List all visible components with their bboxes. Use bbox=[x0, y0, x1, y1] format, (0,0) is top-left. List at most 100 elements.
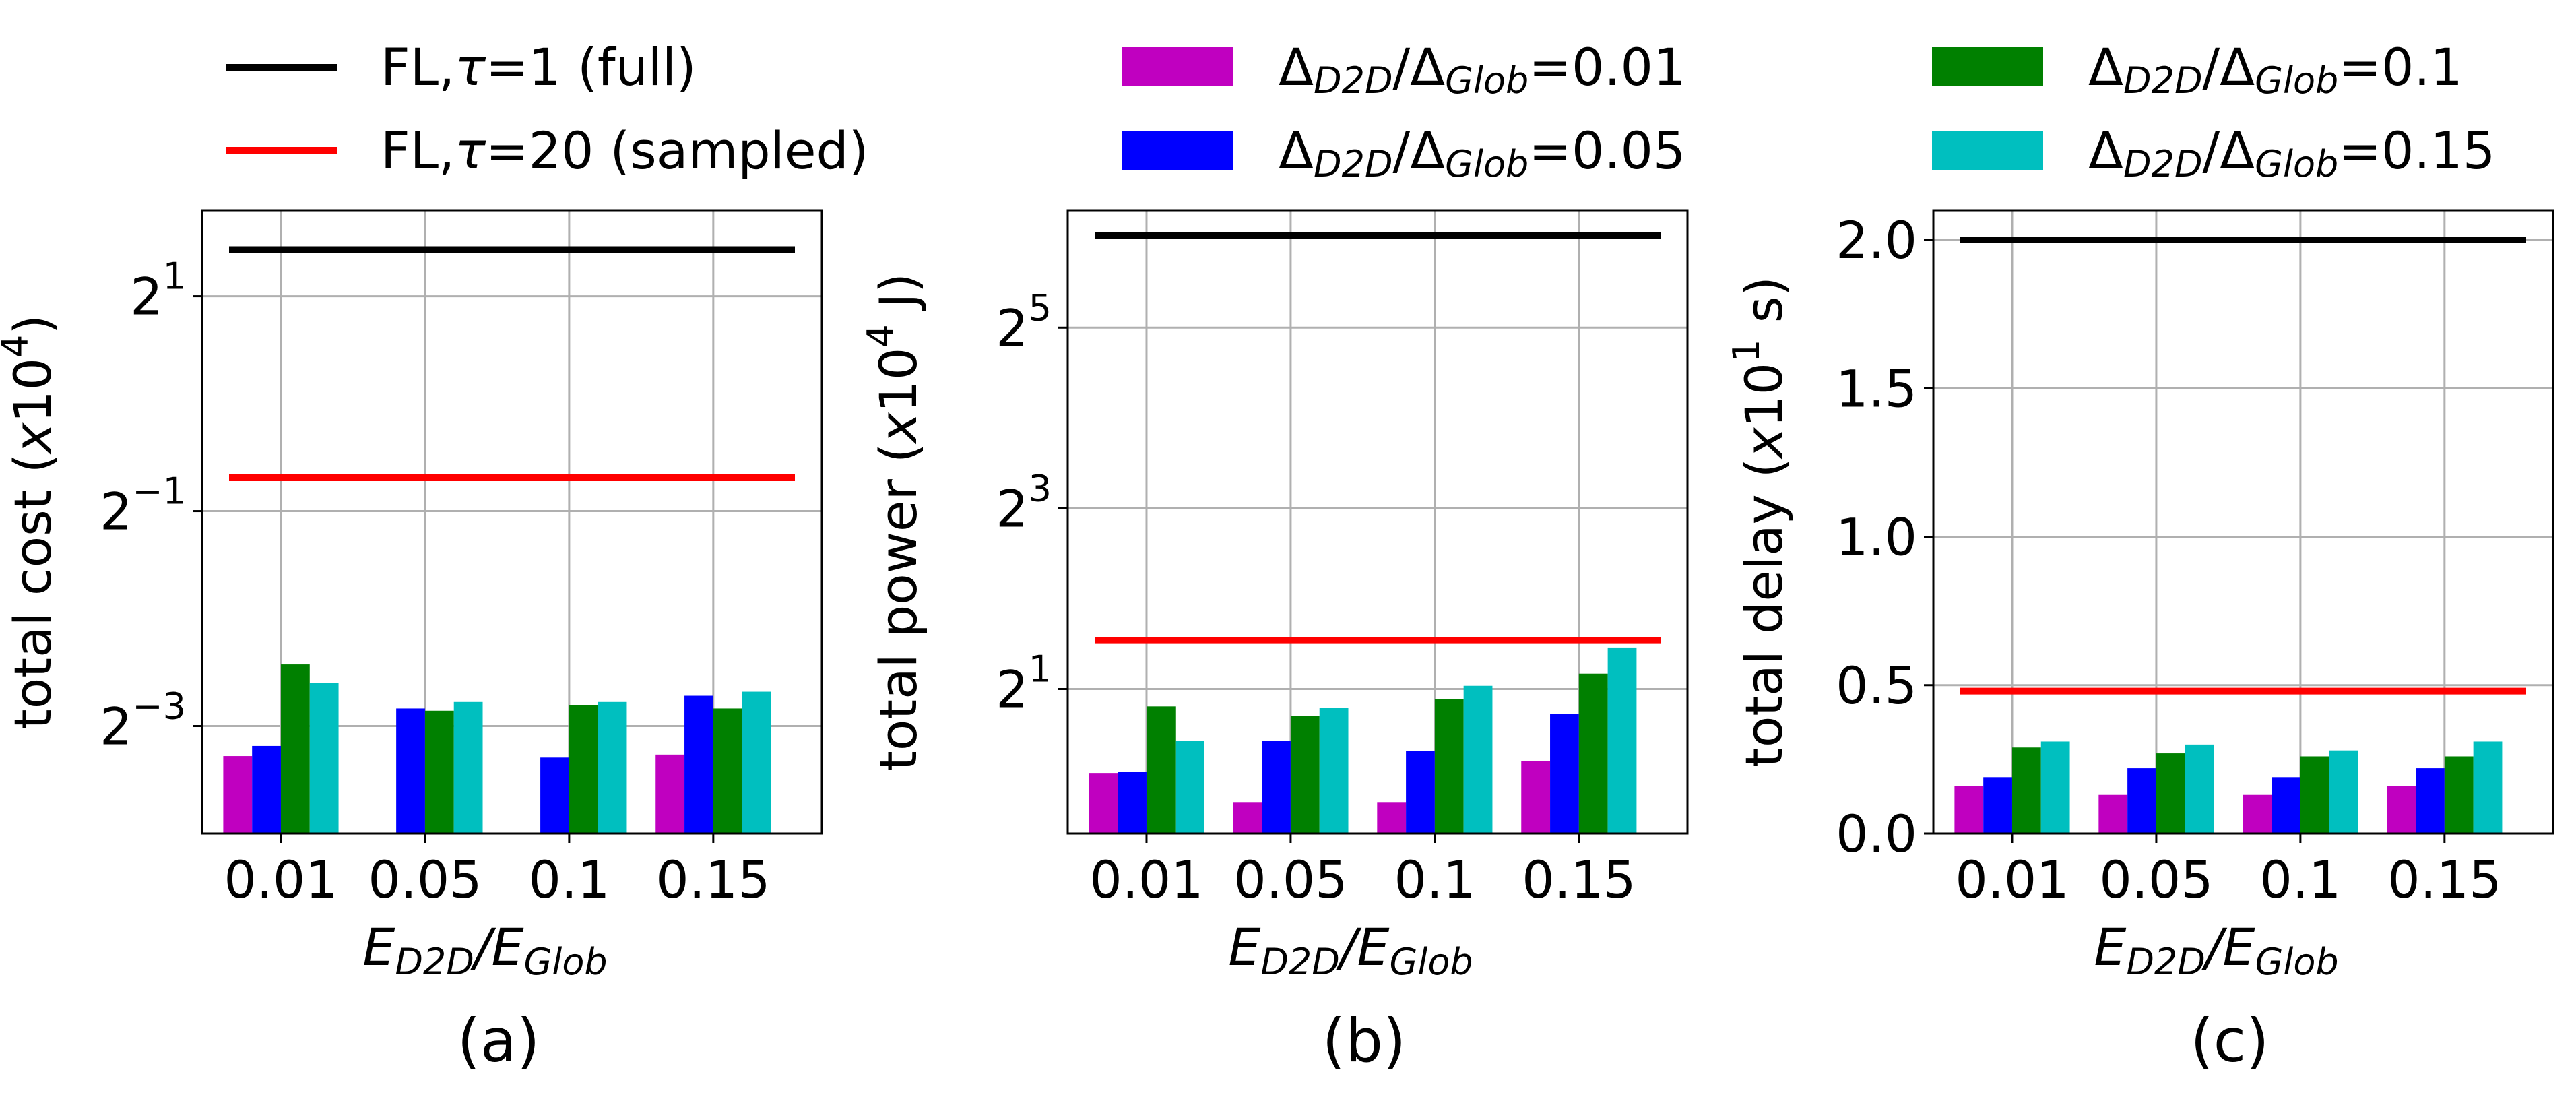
chart-panel-3: 0.0 0.5 1.0 1.5 2.0 0.01 0.05 0.1 0.15 ED2D/EGlob… bbox=[1725, 209, 2554, 1075]
bar bbox=[655, 754, 685, 834]
plot-frame bbox=[201, 209, 823, 835]
bar bbox=[1983, 777, 2012, 834]
bar bbox=[2127, 768, 2156, 834]
x-tick-label: 0.05 bbox=[2099, 850, 2213, 910]
bar bbox=[598, 701, 627, 834]
y-tick-label: 23 bbox=[996, 467, 1052, 538]
y-axis-label: total delay (x101 s) bbox=[1725, 276, 1794, 767]
y-tick-label: 2−3 bbox=[100, 685, 186, 757]
bar bbox=[223, 756, 253, 834]
legend-entry-sampled: FL,τ=20 (sampled) bbox=[226, 121, 868, 181]
x-axis-label: ED2D/EGlob bbox=[362, 917, 607, 983]
legend-label-delta-0.01: ΔD2D/ΔGlob=0.01 bbox=[1279, 37, 1685, 102]
x-tick-label: 0.15 bbox=[1522, 850, 1636, 910]
y-tick-label: 21 bbox=[996, 648, 1052, 720]
bar bbox=[713, 708, 742, 834]
bar bbox=[2098, 794, 2128, 834]
bar bbox=[2272, 777, 2300, 834]
bar bbox=[1406, 751, 1435, 834]
bar bbox=[1089, 773, 1118, 834]
bar bbox=[1146, 706, 1176, 834]
y-tick-label: 1.5 bbox=[1836, 358, 1917, 418]
chart-panel-1: 21 2−1 2−3 0.01 0.05 0.1 0.15 ED2D/EGlob total c… bbox=[0, 209, 823, 1075]
x-tick-label: 0.15 bbox=[2387, 850, 2501, 910]
x-tick-label: 0.15 bbox=[656, 850, 770, 910]
legend-entry-delta-0.01: ΔD2D/ΔGlob=0.01 bbox=[1122, 37, 1685, 102]
bar bbox=[424, 710, 454, 834]
legend-label-sampled: FL,τ=20 (sampled) bbox=[381, 121, 868, 181]
legend-entry-full: FL,τ=1 (full) bbox=[226, 37, 697, 97]
legend-label-delta-0.05: ΔD2D/ΔGlob=0.05 bbox=[1279, 121, 1685, 185]
bar bbox=[1578, 673, 1608, 834]
bar bbox=[742, 691, 771, 834]
bar bbox=[1954, 786, 1984, 834]
legend-swatch-delta-0.05 bbox=[1122, 131, 1233, 170]
y-tick-label: 21 bbox=[130, 255, 186, 327]
legend-swatch-delta-0.15 bbox=[1932, 131, 2043, 170]
x-tick-label: 0.01 bbox=[224, 850, 337, 910]
x-tick-label: 0.01 bbox=[1955, 850, 2069, 910]
y-tick-label: 2−1 bbox=[100, 470, 186, 542]
y-axis-label: total power (x104 J) bbox=[860, 273, 928, 771]
bar bbox=[1463, 685, 1493, 834]
panel-label: (a) bbox=[457, 1006, 540, 1075]
bar bbox=[1319, 708, 1349, 834]
legend-entry-delta-0.15: ΔD2D/ΔGlob=0.15 bbox=[1932, 121, 2495, 185]
chart-panels: 21 2−1 2−3 0.01 0.05 0.1 0.15 ED2D/EGlob total c… bbox=[0, 209, 2554, 1075]
x-tick-label: 0.01 bbox=[1089, 850, 1203, 910]
legend: FL,τ=1 (full) FL,τ=20 (sampled) ΔD2D/ΔGl… bbox=[226, 37, 2495, 185]
bar bbox=[453, 701, 483, 834]
y-tick-label: 0.0 bbox=[1836, 804, 1917, 864]
bar bbox=[2329, 750, 2358, 834]
y-axis-label: total cost (x104) bbox=[0, 315, 63, 729]
bar bbox=[309, 683, 339, 834]
bar bbox=[396, 708, 425, 834]
chart-panel-2: 25 23 21 0.01 0.05 0.1 0.15 ED2D/EGlob total pow… bbox=[860, 209, 1689, 1075]
bar bbox=[1290, 716, 1320, 834]
x-tick-label: 0.05 bbox=[1233, 850, 1347, 910]
bar bbox=[569, 705, 598, 834]
bar bbox=[2185, 744, 2214, 834]
bar bbox=[540, 757, 569, 834]
x-tick-label: 0.05 bbox=[368, 850, 482, 910]
bar bbox=[1434, 699, 1464, 834]
bar bbox=[2387, 786, 2416, 834]
x-tick-label: 0.1 bbox=[1394, 850, 1475, 910]
y-tick-label: 25 bbox=[996, 286, 1052, 358]
legend-label-full: FL,τ=1 (full) bbox=[381, 37, 697, 97]
bar bbox=[2040, 741, 2070, 834]
legend-swatch-delta-0.01 bbox=[1122, 47, 1233, 86]
bar bbox=[280, 664, 310, 834]
bar bbox=[2416, 768, 2445, 834]
x-axis-label: ED2D/EGlob bbox=[2094, 917, 2338, 983]
bar bbox=[684, 695, 713, 834]
bar bbox=[2473, 741, 2503, 834]
bar bbox=[2444, 756, 2474, 834]
panel-label: (b) bbox=[1322, 1006, 1407, 1075]
legend-label-delta-0.15: ΔD2D/ΔGlob=0.15 bbox=[2088, 121, 2495, 185]
bar bbox=[1233, 802, 1262, 834]
plot-frame bbox=[1066, 209, 1689, 835]
bar bbox=[1607, 647, 1637, 834]
bar bbox=[1175, 741, 1204, 834]
panel-label: (c) bbox=[2190, 1006, 2269, 1075]
legend-entry-delta-0.05: ΔD2D/ΔGlob=0.05 bbox=[1122, 121, 1685, 185]
legend-label-delta-0.1: ΔD2D/ΔGlob=0.1 bbox=[2088, 37, 2463, 102]
bar bbox=[1550, 714, 1579, 834]
bar bbox=[1262, 741, 1291, 834]
y-tick-label: 2.0 bbox=[1836, 210, 1917, 270]
x-tick-label: 0.1 bbox=[2259, 850, 2341, 910]
bar bbox=[1118, 772, 1147, 834]
plot-frame bbox=[1932, 209, 2554, 835]
x-tick-label: 0.1 bbox=[528, 850, 610, 910]
y-tick-label: 0.5 bbox=[1836, 656, 1917, 716]
legend-entry-delta-0.1: ΔD2D/ΔGlob=0.1 bbox=[1932, 37, 2463, 102]
bar bbox=[2300, 756, 2329, 834]
legend-swatch-delta-0.1 bbox=[1932, 47, 2043, 86]
x-axis-label: ED2D/EGlob bbox=[1228, 917, 1473, 983]
bar bbox=[1377, 802, 1407, 834]
bar bbox=[2011, 747, 2041, 834]
bar bbox=[2156, 753, 2185, 834]
bar bbox=[1521, 761, 1551, 834]
